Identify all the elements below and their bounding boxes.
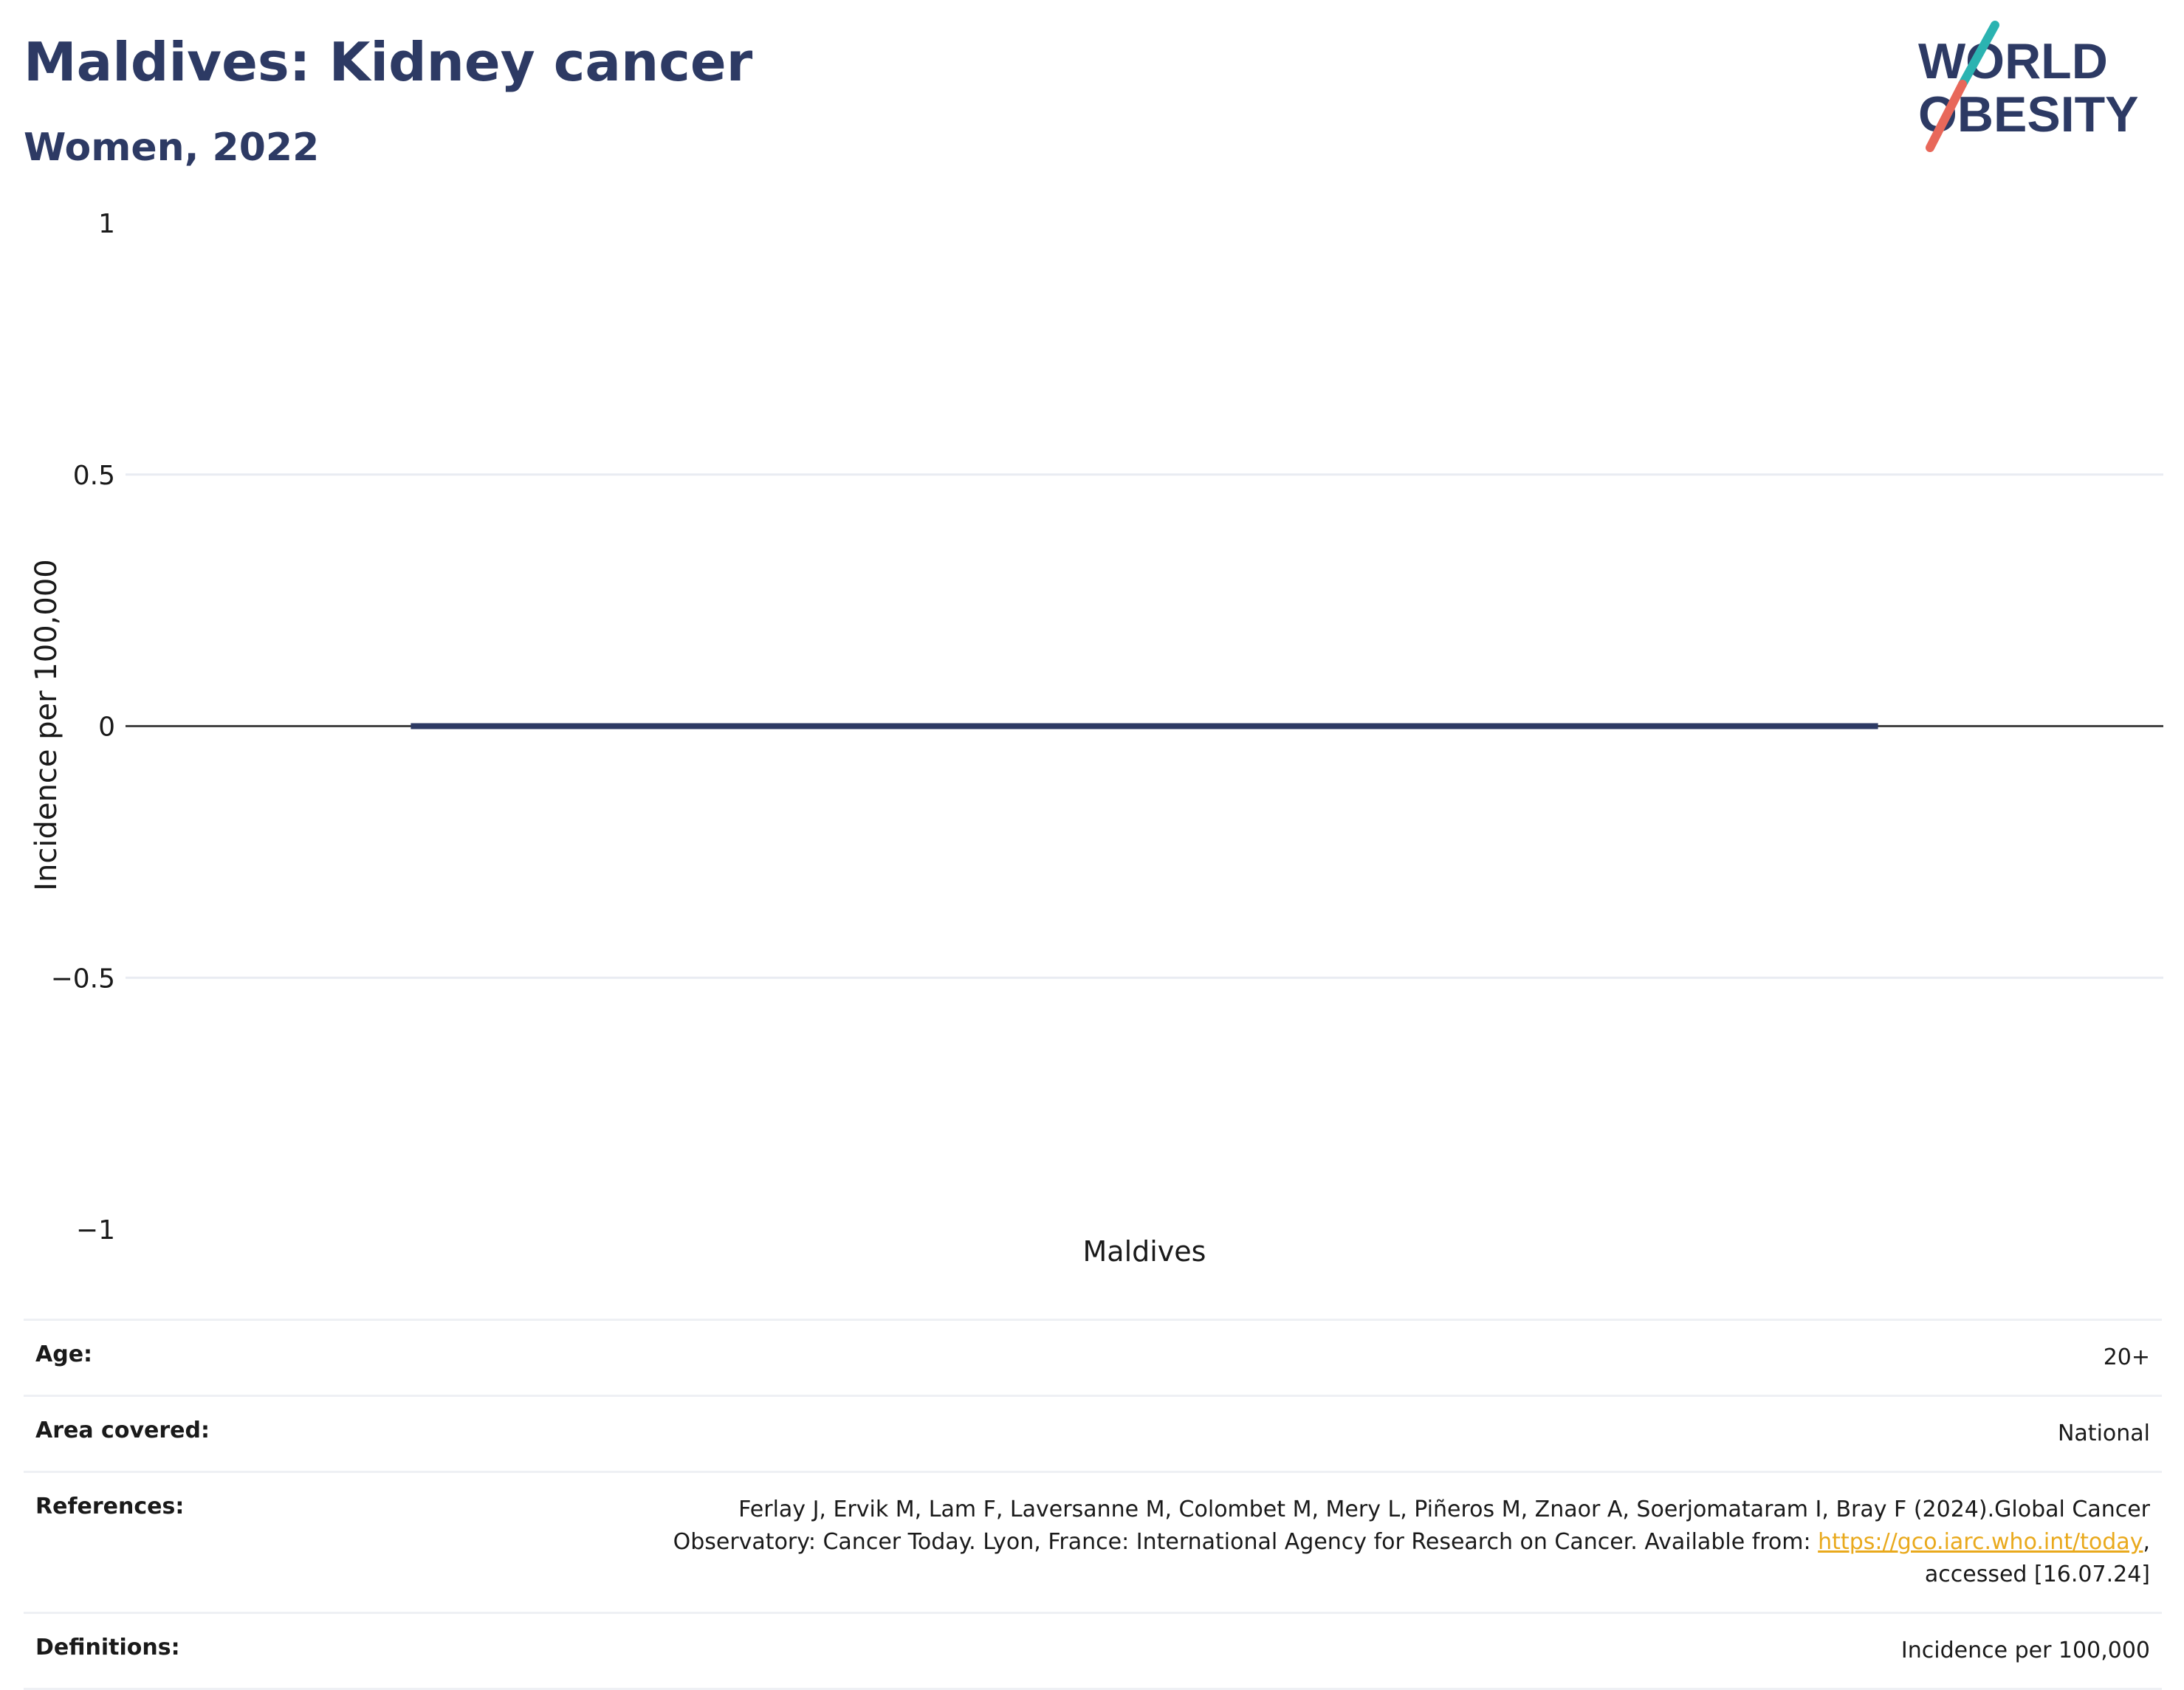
meta-row-area: Area covered: National [24,1395,2162,1472]
meta-row-references: References: Ferlay J, Ervik M, Lam F, La… [24,1471,2162,1613]
meta-key: References: [24,1471,343,1613]
meta-row-definitions: Definitions: Incidence per 100,000 [24,1612,2162,1690]
y-tick-label: 1 [98,209,115,239]
metadata-table: Age: 20+ Area covered: National Referenc… [24,1319,2162,1690]
meta-value: National [343,1395,2162,1472]
meta-row-age: Age: 20+ [24,1319,2162,1396]
world-obesity-logo: WORLD OBESITY [1918,21,2139,152]
meta-value: Ferlay J, Ervik M, Lam F, Laversanne M, … [343,1471,2162,1613]
meta-key: Definitions: [24,1612,343,1690]
meta-key: Area covered: [24,1395,343,1472]
reference-text: Observatory: Cancer Today. Lyon, France:… [673,1529,1819,1555]
reference-link[interactable]: https://gco.iarc.who.int/today [1818,1529,2143,1555]
y-tick-label: −1 [76,1215,115,1246]
bar-chart: 1 0.5 0 −0.5 −1 Maldives Incidence per 100,0… [30,209,2163,1268]
logo-line1: WORLD [1918,33,2108,89]
reference-line-1: Ferlay J, Ervik M, Lam F, Laversanne M, … [738,1497,2150,1522]
logo-slash-bottom [1926,80,1967,152]
y-tick-label: 0.5 [73,461,115,491]
meta-key: Age: [24,1319,343,1396]
x-tick-label: Maldives [1083,1235,1206,1268]
bar [411,723,1878,729]
y-tick-labels: 1 0.5 0 −0.5 −1 [51,209,115,1246]
reference-line-3: accessed [16.07.24] [1924,1562,2150,1587]
y-tick-label: −0.5 [51,963,115,994]
page-title: Maldives: Kidney cancer [24,31,753,93]
page-subtitle: Women, 2022 [24,126,320,170]
y-axis-label: Incidence per 100,000 [30,559,63,891]
reference-comma: , [2143,1529,2150,1555]
y-tick-label: 0 [98,712,115,743]
meta-value: 20+ [343,1319,2162,1396]
reference-line-2: Observatory: Cancer Today. Lyon, France:… [354,1526,2150,1559]
bars [411,723,1878,729]
logo-slash-top [1958,21,1999,89]
meta-value: Incidence per 100,000 [343,1612,2162,1690]
